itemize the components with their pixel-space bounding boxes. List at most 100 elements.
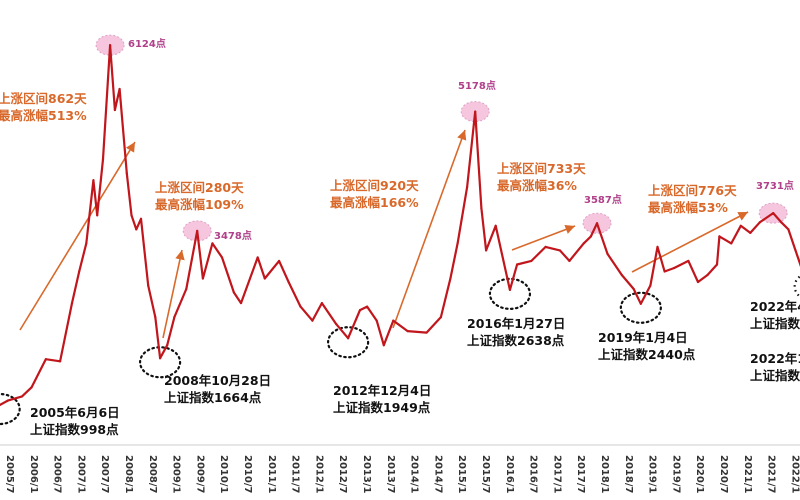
data-point <box>508 288 512 291</box>
data-point <box>166 344 169 347</box>
rally-annotation-3: 上涨区间920天 最高涨幅166% <box>330 178 419 210</box>
low-marker-circle <box>793 274 800 299</box>
data-point <box>595 222 599 225</box>
peak-label-3731: 3731点 <box>756 181 794 192</box>
data-point <box>449 277 452 280</box>
data-point <box>118 87 121 91</box>
peak-label-3478: 3478点 <box>214 231 252 242</box>
data-point <box>158 357 162 360</box>
x-tick-label: 2006/7 <box>52 455 63 493</box>
data-point <box>185 287 188 291</box>
rally-arrow <box>392 129 467 329</box>
data-point <box>530 259 533 263</box>
low-label-2022-b: 2022年1上证指数 <box>750 351 800 383</box>
data-point <box>718 235 721 238</box>
x-tick-label: 2006/1 <box>28 455 39 493</box>
low-marker-circle <box>0 392 21 426</box>
x-tick-label: 2015/7 <box>480 455 491 493</box>
x-tick-label: 2007/1 <box>75 455 86 493</box>
data-point <box>277 259 281 263</box>
data-point <box>632 287 635 291</box>
rally-arrow <box>631 211 749 273</box>
low-label-2012: 2012年12月4日 上证指数1949点 <box>333 383 432 415</box>
data-point <box>649 284 652 287</box>
data-point <box>92 179 95 182</box>
data-point <box>173 316 176 319</box>
low-marker-circle <box>327 326 370 359</box>
x-tick-label: 2009/7 <box>194 455 205 493</box>
x-tick-label: 2016/7 <box>528 455 539 493</box>
data-point <box>263 277 266 280</box>
x-tick-label: 2014/1 <box>409 455 420 493</box>
data-point <box>20 395 24 398</box>
data-point <box>466 186 469 189</box>
data-point <box>780 221 783 224</box>
data-point <box>606 252 609 256</box>
data-point <box>794 249 797 252</box>
low-label-2022-a: 2022年4上证指数 <box>750 299 800 331</box>
data-point <box>232 291 235 294</box>
x-tick-label: 2019/1 <box>647 455 658 493</box>
x-tick-label: 2005/7 <box>4 455 15 493</box>
data-point <box>480 207 483 210</box>
data-point <box>673 266 676 270</box>
x-tick-label: 2013/7 <box>385 455 396 493</box>
x-tick-label: 2013/1 <box>361 455 372 493</box>
data-point <box>287 280 290 284</box>
x-tick-label: 2022/1 <box>789 455 800 493</box>
low-label-2019: 2019年1月4日 上证指数2440点 <box>598 330 696 362</box>
data-point <box>30 386 33 389</box>
x-tick-label: 2021/7 <box>766 455 777 493</box>
data-point <box>220 256 224 259</box>
data-point <box>656 245 659 249</box>
x-tick-label: 2011/1 <box>266 455 277 493</box>
rally-arrow <box>511 224 576 251</box>
peak-label-3587: 3587点 <box>584 195 622 206</box>
x-tick-label: 2017/7 <box>575 455 586 493</box>
data-point <box>125 172 128 175</box>
x-tick-label: 2016/1 <box>504 455 515 493</box>
x-tick-label: 2011/7 <box>290 455 301 493</box>
data-point <box>758 221 761 224</box>
low-marker-circle <box>488 277 532 310</box>
data-point <box>311 319 314 322</box>
data-point <box>515 263 519 266</box>
data-point <box>696 280 700 284</box>
data-point <box>474 110 477 113</box>
rally-arrow <box>162 249 185 339</box>
data-point <box>749 231 752 234</box>
data-point <box>44 358 47 361</box>
data-point <box>239 301 243 305</box>
x-tick-label: 2007/7 <box>99 455 110 493</box>
data-point <box>582 242 585 245</box>
data-point <box>154 316 157 319</box>
data-point <box>485 249 488 252</box>
data-point <box>663 270 666 273</box>
data-point <box>211 242 214 245</box>
rally-arrow <box>19 141 136 331</box>
data-point <box>113 108 116 112</box>
data-point <box>589 235 592 238</box>
data-point <box>320 301 324 305</box>
x-tick-label: 2009/1 <box>171 455 182 493</box>
data-point <box>715 263 719 266</box>
data-point <box>687 259 690 263</box>
x-tick-label: 2008/1 <box>123 455 134 493</box>
data-point <box>620 273 623 277</box>
data-point <box>558 249 562 252</box>
x-tick-label: 2017/1 <box>551 455 562 493</box>
data-point <box>544 245 547 249</box>
data-point <box>347 337 350 340</box>
data-point <box>366 305 369 308</box>
data-point <box>70 301 74 305</box>
data-point <box>730 242 733 245</box>
low-label-2016: 2016年1月27日 上证指数2638点 <box>467 316 566 348</box>
data-point <box>6 399 9 402</box>
x-tick-label: 2010/7 <box>242 455 253 493</box>
low-marker-circle <box>138 346 182 379</box>
data-point <box>135 228 138 231</box>
data-point <box>406 330 409 333</box>
data-point <box>787 228 790 231</box>
x-tick-label: 2020/1 <box>694 455 705 493</box>
